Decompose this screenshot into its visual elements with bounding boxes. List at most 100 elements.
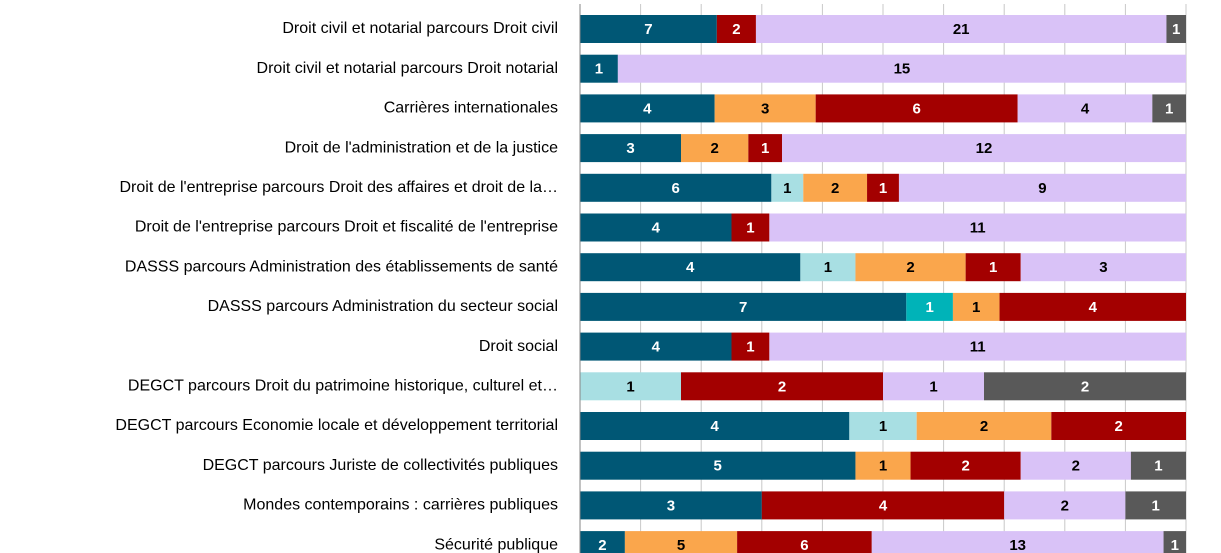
segment-label: 4 [1081, 100, 1090, 117]
segment-label: 3 [761, 100, 769, 117]
segment-label: 21 [953, 21, 970, 38]
bar-segment [1125, 491, 1186, 520]
bar-segment [580, 531, 625, 553]
segment-label: 6 [912, 100, 920, 117]
segment-label: 1 [925, 299, 933, 316]
segment-label: 2 [778, 378, 786, 395]
segment-label: 2 [710, 140, 718, 157]
bar-segment [1166, 15, 1186, 43]
segment-label: 1 [1154, 458, 1162, 475]
bar-segment [867, 173, 899, 202]
segment-label: 1 [1152, 497, 1160, 514]
bar-segment [731, 213, 770, 242]
bar-segment [761, 491, 1005, 520]
segment-label: 2 [906, 259, 914, 276]
segment-label: 2 [831, 180, 839, 197]
bar-segment [898, 173, 1186, 202]
bar-segment [580, 94, 715, 123]
segment-label: 5 [714, 458, 722, 475]
bar-segment [815, 94, 1018, 123]
bar-segment [771, 173, 804, 202]
category-label: Droit de l'entreprise parcours Droit et … [135, 219, 558, 236]
category-label: Droit civil et notarial parcours Droit c… [282, 20, 558, 37]
segment-label: 1 [824, 259, 832, 276]
bar-segment [769, 213, 1186, 242]
segment-label: 4 [686, 259, 695, 276]
bar-segment [580, 491, 762, 520]
bar-segment [1004, 491, 1126, 520]
bar-segment [681, 134, 749, 163]
segment-label: 3 [667, 497, 675, 514]
segment-label: 3 [626, 140, 634, 157]
category-label: Mondes contemporains : carrières publiqu… [243, 497, 558, 514]
segment-label: 2 [732, 21, 740, 38]
bar-segment [906, 292, 953, 321]
bar-segment [1163, 531, 1186, 553]
bar-segment [580, 15, 717, 43]
bar-segment [871, 531, 1164, 553]
bar-segment [952, 292, 1000, 321]
segment-label: 2 [1061, 497, 1069, 514]
segment-label: 3 [1099, 259, 1107, 276]
segment-label: 15 [894, 61, 911, 78]
bar-segment [1130, 451, 1186, 480]
bar-segment [965, 253, 1021, 282]
segment-label: 4 [652, 219, 661, 236]
category-label: DASSS parcours Administration des établi… [125, 258, 558, 275]
bar-segment [748, 134, 782, 163]
bar-segment [617, 54, 1186, 83]
category-label: DEGCT parcours Juriste de collectivités … [203, 457, 558, 474]
segment-label: 11 [970, 339, 986, 356]
bar-segment [849, 412, 917, 440]
bar-segment [999, 292, 1186, 321]
bar-segment [782, 134, 1186, 163]
segment-label: 6 [672, 180, 680, 197]
category-label: DASSS parcours Administration du secteur… [208, 298, 558, 315]
bar-segment [1020, 451, 1131, 480]
bar-segment [580, 213, 732, 242]
bar-segment [681, 372, 883, 401]
segment-label: 1 [746, 339, 754, 356]
bar-segment [580, 134, 681, 163]
segment-label: 9 [1038, 180, 1046, 197]
segment-label: 1 [595, 61, 603, 78]
segment-label: 2 [1114, 418, 1122, 435]
bar-segment [984, 372, 1186, 401]
bar-segment [580, 173, 772, 202]
segment-label: 1 [989, 259, 997, 276]
bar-segment [580, 372, 681, 401]
bar-segment [755, 15, 1167, 43]
segment-label: 1 [1165, 100, 1173, 117]
segment-label: 2 [1081, 378, 1089, 395]
segment-label: 4 [710, 418, 719, 435]
category-label: DEGCT parcours Economie locale et dévelo… [115, 417, 558, 434]
segment-label: 4 [1089, 299, 1098, 316]
bar-segment [624, 531, 738, 553]
bar-segment [580, 332, 732, 361]
bar-segment [883, 372, 984, 401]
segment-label: 13 [1009, 537, 1026, 553]
bar-segment [580, 451, 856, 480]
segment-label: 12 [976, 140, 993, 157]
segment-label: 1 [879, 458, 887, 475]
category-label: Droit social [479, 338, 558, 355]
segment-label: 2 [961, 458, 969, 475]
segment-label: 7 [739, 299, 747, 316]
bar-segment [714, 94, 816, 123]
bar-segment [800, 253, 856, 282]
segment-label: 1 [972, 299, 980, 316]
bar-segment [737, 531, 872, 553]
bar-segment [1051, 412, 1186, 440]
bar-segment [916, 412, 1052, 440]
bar-segment [580, 292, 907, 321]
category-label: Droit de l'entreprise parcours Droit des… [119, 179, 558, 196]
segment-label: 1 [746, 219, 754, 236]
bar-segment [803, 173, 868, 202]
category-label: Carrières internationales [384, 100, 558, 117]
segment-label: 2 [980, 418, 988, 435]
bar-segment [855, 451, 911, 480]
segment-label: 1 [1171, 537, 1179, 553]
segment-label: 1 [929, 378, 937, 395]
bar-segment [769, 332, 1186, 361]
